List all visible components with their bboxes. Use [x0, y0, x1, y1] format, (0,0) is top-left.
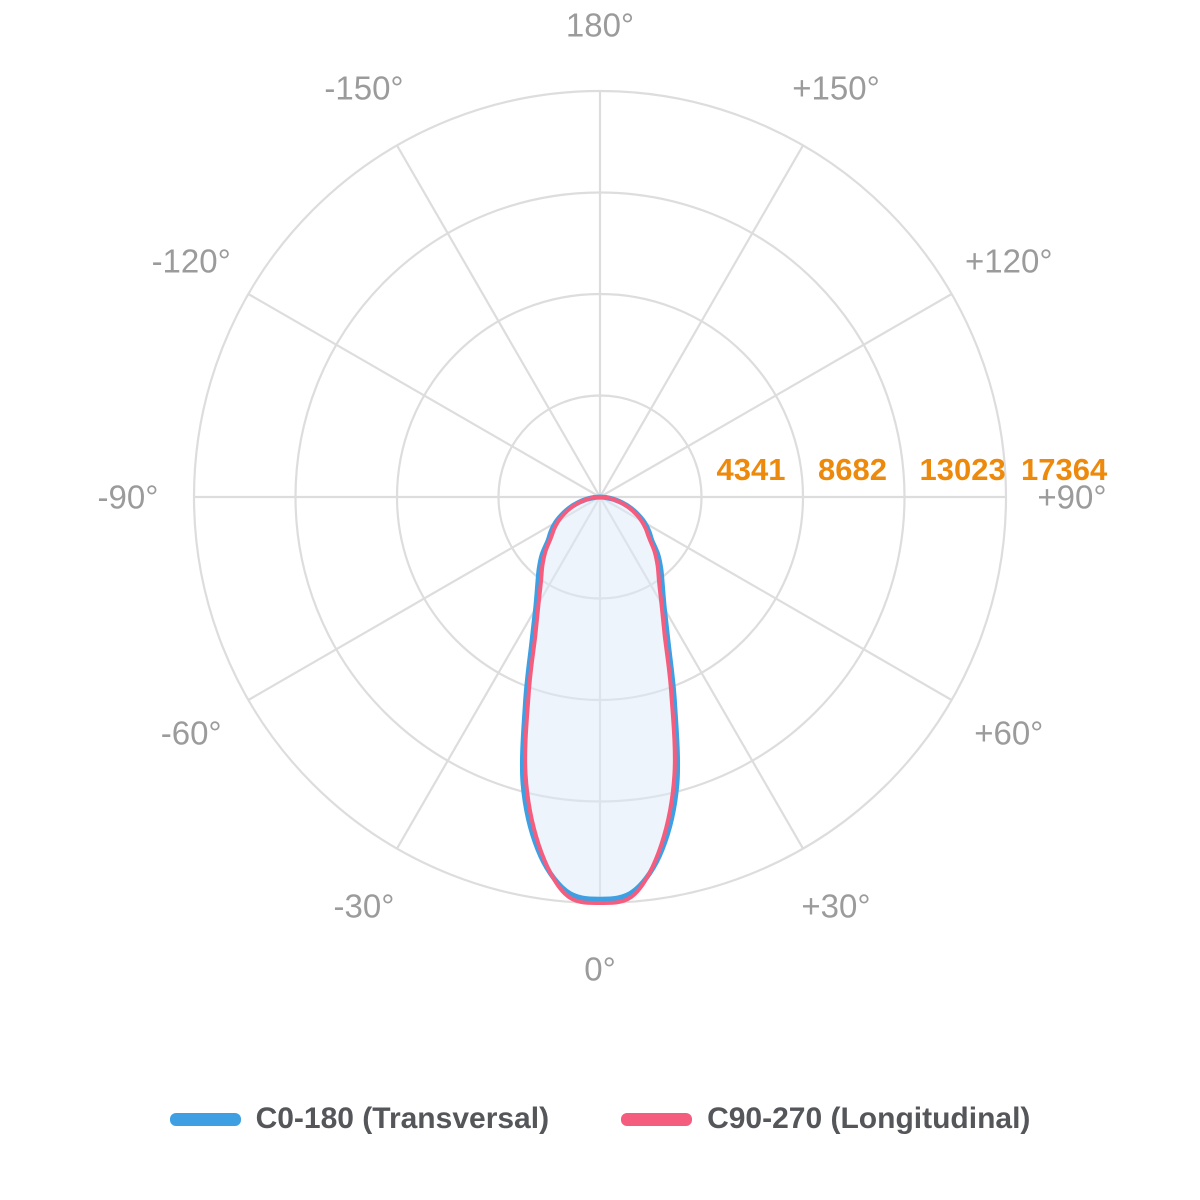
radial-tick-label: 13023 — [920, 452, 1006, 487]
c90-270-curve — [523, 495, 677, 906]
legend-swatch-c90-270 — [621, 1112, 693, 1126]
beam-fill — [522, 497, 678, 900]
angle-label: -120° — [152, 243, 231, 280]
grid-spoke — [599, 293, 953, 498]
angle-label: +30° — [801, 887, 870, 924]
grid-spoke — [599, 496, 953, 701]
angle-label: +60° — [974, 715, 1043, 752]
grid-spoke — [599, 144, 804, 498]
angle-label: +90° — [1037, 479, 1106, 516]
chart-legend: C0-180 (Transversal) C90-270 (Longitudin… — [0, 1102, 1200, 1136]
angle-label: -90° — [98, 479, 159, 516]
legend-item-c0-180[interactable]: C0-180 (Transversal) — [169, 1102, 550, 1136]
grid-spoke — [396, 144, 601, 498]
legend-item-c90-270[interactable]: C90-270 (Longitudinal) — [621, 1102, 1030, 1136]
legend-swatch-c0-180 — [169, 1112, 241, 1126]
legend-label-c0-180: C0-180 (Transversal) — [255, 1102, 550, 1135]
angle-label: -60° — [161, 715, 222, 752]
angle-label: 180° — [566, 7, 634, 44]
legend-label-c90-270: C90-270 (Longitudinal) — [707, 1102, 1031, 1135]
angle-label: +150° — [792, 70, 880, 107]
radial-tick-label: 17364 — [1021, 452, 1108, 487]
angle-label: -30° — [334, 887, 395, 924]
angle-label: +120° — [965, 243, 1053, 280]
angle-label: -150° — [324, 70, 403, 107]
grid-spoke — [247, 496, 601, 701]
radial-tick-label: 4341 — [717, 452, 786, 487]
angle-label: 0° — [584, 951, 616, 988]
radial-tick-label: 8682 — [818, 452, 887, 487]
grid-spoke — [247, 293, 601, 498]
